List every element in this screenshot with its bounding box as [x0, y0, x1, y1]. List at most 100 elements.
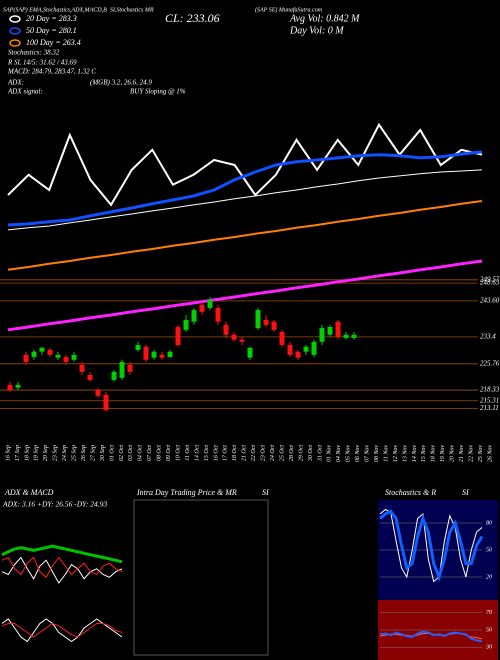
- x-tick-label: 01 Nov: [327, 445, 333, 463]
- candle-body: [311, 341, 317, 355]
- candle-body: [71, 354, 77, 360]
- x-tick-label: 21 Nov: [459, 445, 465, 463]
- x-tick-label: 24 Oct: [269, 445, 276, 461]
- y-tick-label: 249.57: [480, 275, 500, 283]
- y-tick-label: 225.76: [480, 359, 500, 367]
- x-tick-label: 03 Oct: [128, 445, 134, 461]
- annotation: BUY Sloping @ 1%: [130, 88, 186, 96]
- x-tick-label: 01 Oct: [109, 445, 115, 461]
- candle-body: [191, 310, 197, 322]
- candle-body: [239, 339, 245, 342]
- legend-swatch: [9, 15, 21, 23]
- series-line: [379, 630, 483, 643]
- x-tick-label: 22 Oct: [251, 445, 257, 461]
- candle-body: [151, 351, 157, 358]
- candle-body: [63, 356, 69, 362]
- candle-body: [183, 319, 189, 330]
- candle-body: [175, 326, 181, 345]
- candle-body: [167, 351, 173, 357]
- candle-body: [87, 374, 93, 380]
- candle-body: [15, 384, 21, 388]
- x-tick-label: 08 Nov: [374, 445, 380, 463]
- series-line: [7, 259, 483, 332]
- x-tick-label: 15 Oct: [204, 445, 210, 461]
- series-line: [379, 508, 483, 583]
- candle-body: [255, 310, 261, 329]
- x-tick-label: 23 Oct: [261, 445, 267, 461]
- x-tick-label: 07 Nov: [365, 445, 371, 463]
- candle-body: [7, 384, 13, 390]
- candle-body: [39, 347, 45, 352]
- candle-body: [319, 328, 325, 342]
- y-tick-label: 50: [486, 627, 492, 633]
- series-line: [1, 556, 123, 584]
- annotation: (MGB) 3.2, 26.6, 24.9: [90, 79, 152, 87]
- y-tick-label: 70: [486, 610, 492, 616]
- y-tick-label: 243.60: [480, 296, 500, 304]
- x-tick-label: 31 Oct: [317, 445, 323, 462]
- x-tick-label: 04 Oct: [137, 445, 144, 461]
- x-tick-label: 19 Nov: [440, 445, 446, 463]
- legend-swatch: [9, 27, 21, 35]
- candle-body: [223, 324, 229, 335]
- x-tick-label: 30 Oct: [308, 445, 314, 462]
- series-line: [379, 509, 484, 582]
- candle-body: [143, 346, 149, 360]
- panel-subtitle: SI: [262, 488, 269, 497]
- candle-body: [31, 351, 37, 357]
- series-line: [7, 122, 483, 207]
- x-tick-label: 11 Oct: [185, 445, 191, 461]
- candle-body: [199, 304, 205, 312]
- annotation: SLStochastics MR: [110, 7, 154, 13]
- candle-body: [111, 371, 117, 380]
- candle-body: [271, 321, 277, 330]
- y-tick-label: 50: [486, 547, 492, 553]
- x-tick-label: 30 Sep: [100, 445, 106, 462]
- candle-body: [295, 351, 301, 358]
- annotation: ADX signal:: [7, 88, 43, 96]
- annotation: (SAP SE) MunafaSutra.com: [255, 6, 323, 13]
- panel-subtitle: ADX: 3.16 +DY: 26.56 -DY: 24.93: [2, 500, 107, 509]
- x-tick-label: 23 Sep: [53, 445, 59, 461]
- candle-body: [127, 364, 133, 372]
- candle-body: [95, 389, 101, 396]
- y-tick-label: 248.63: [480, 279, 500, 287]
- series-line: [1, 618, 123, 643]
- candle-body: [79, 364, 85, 372]
- x-tick-label: 18 Oct: [232, 445, 238, 461]
- annotation: 50 Day = 280.1: [26, 26, 77, 35]
- annotation: 100 Day = 263.4: [26, 38, 81, 47]
- x-tick-label: 16 Oct: [213, 445, 219, 461]
- series-line: [7, 169, 483, 231]
- candle-body: [135, 344, 141, 350]
- x-tick-label: 14 Nov: [411, 445, 418, 463]
- y-tick-label: 80: [486, 520, 492, 526]
- y-tick-label: 233.4: [480, 332, 496, 340]
- x-tick-label: 25 Sep: [72, 445, 78, 461]
- x-tick-label: 27 Sep: [90, 445, 96, 461]
- x-tick-label: 07 Oct: [147, 445, 153, 461]
- x-tick-label: 06 Nov: [355, 445, 361, 463]
- series-line: [1, 544, 123, 564]
- x-tick-label: 10 Oct: [175, 445, 181, 461]
- x-tick-label: 08 Oct: [157, 445, 163, 461]
- x-tick-label: 17 Oct: [223, 445, 229, 461]
- candle-body: [23, 354, 29, 362]
- candle-body: [351, 334, 357, 338]
- y-tick-label: 30: [485, 645, 492, 651]
- annotation: CL: 233.06: [165, 11, 220, 25]
- annotation: Avg Vol: 0.842 M: [289, 13, 360, 24]
- x-tick-label: 13 Nov: [402, 445, 408, 463]
- series-line: [1, 556, 123, 579]
- x-tick-label: 22 Nov: [468, 445, 474, 463]
- x-tick-label: 15 Nov: [421, 445, 427, 463]
- candle-body: [55, 354, 61, 358]
- candle-body: [327, 326, 333, 335]
- x-tick-label: 24 Sep: [61, 445, 68, 461]
- series-line: [7, 200, 483, 271]
- x-tick-label: 26 Nov: [487, 445, 493, 463]
- x-tick-label: 04 Nov: [335, 445, 342, 463]
- candle-body: [303, 346, 309, 352]
